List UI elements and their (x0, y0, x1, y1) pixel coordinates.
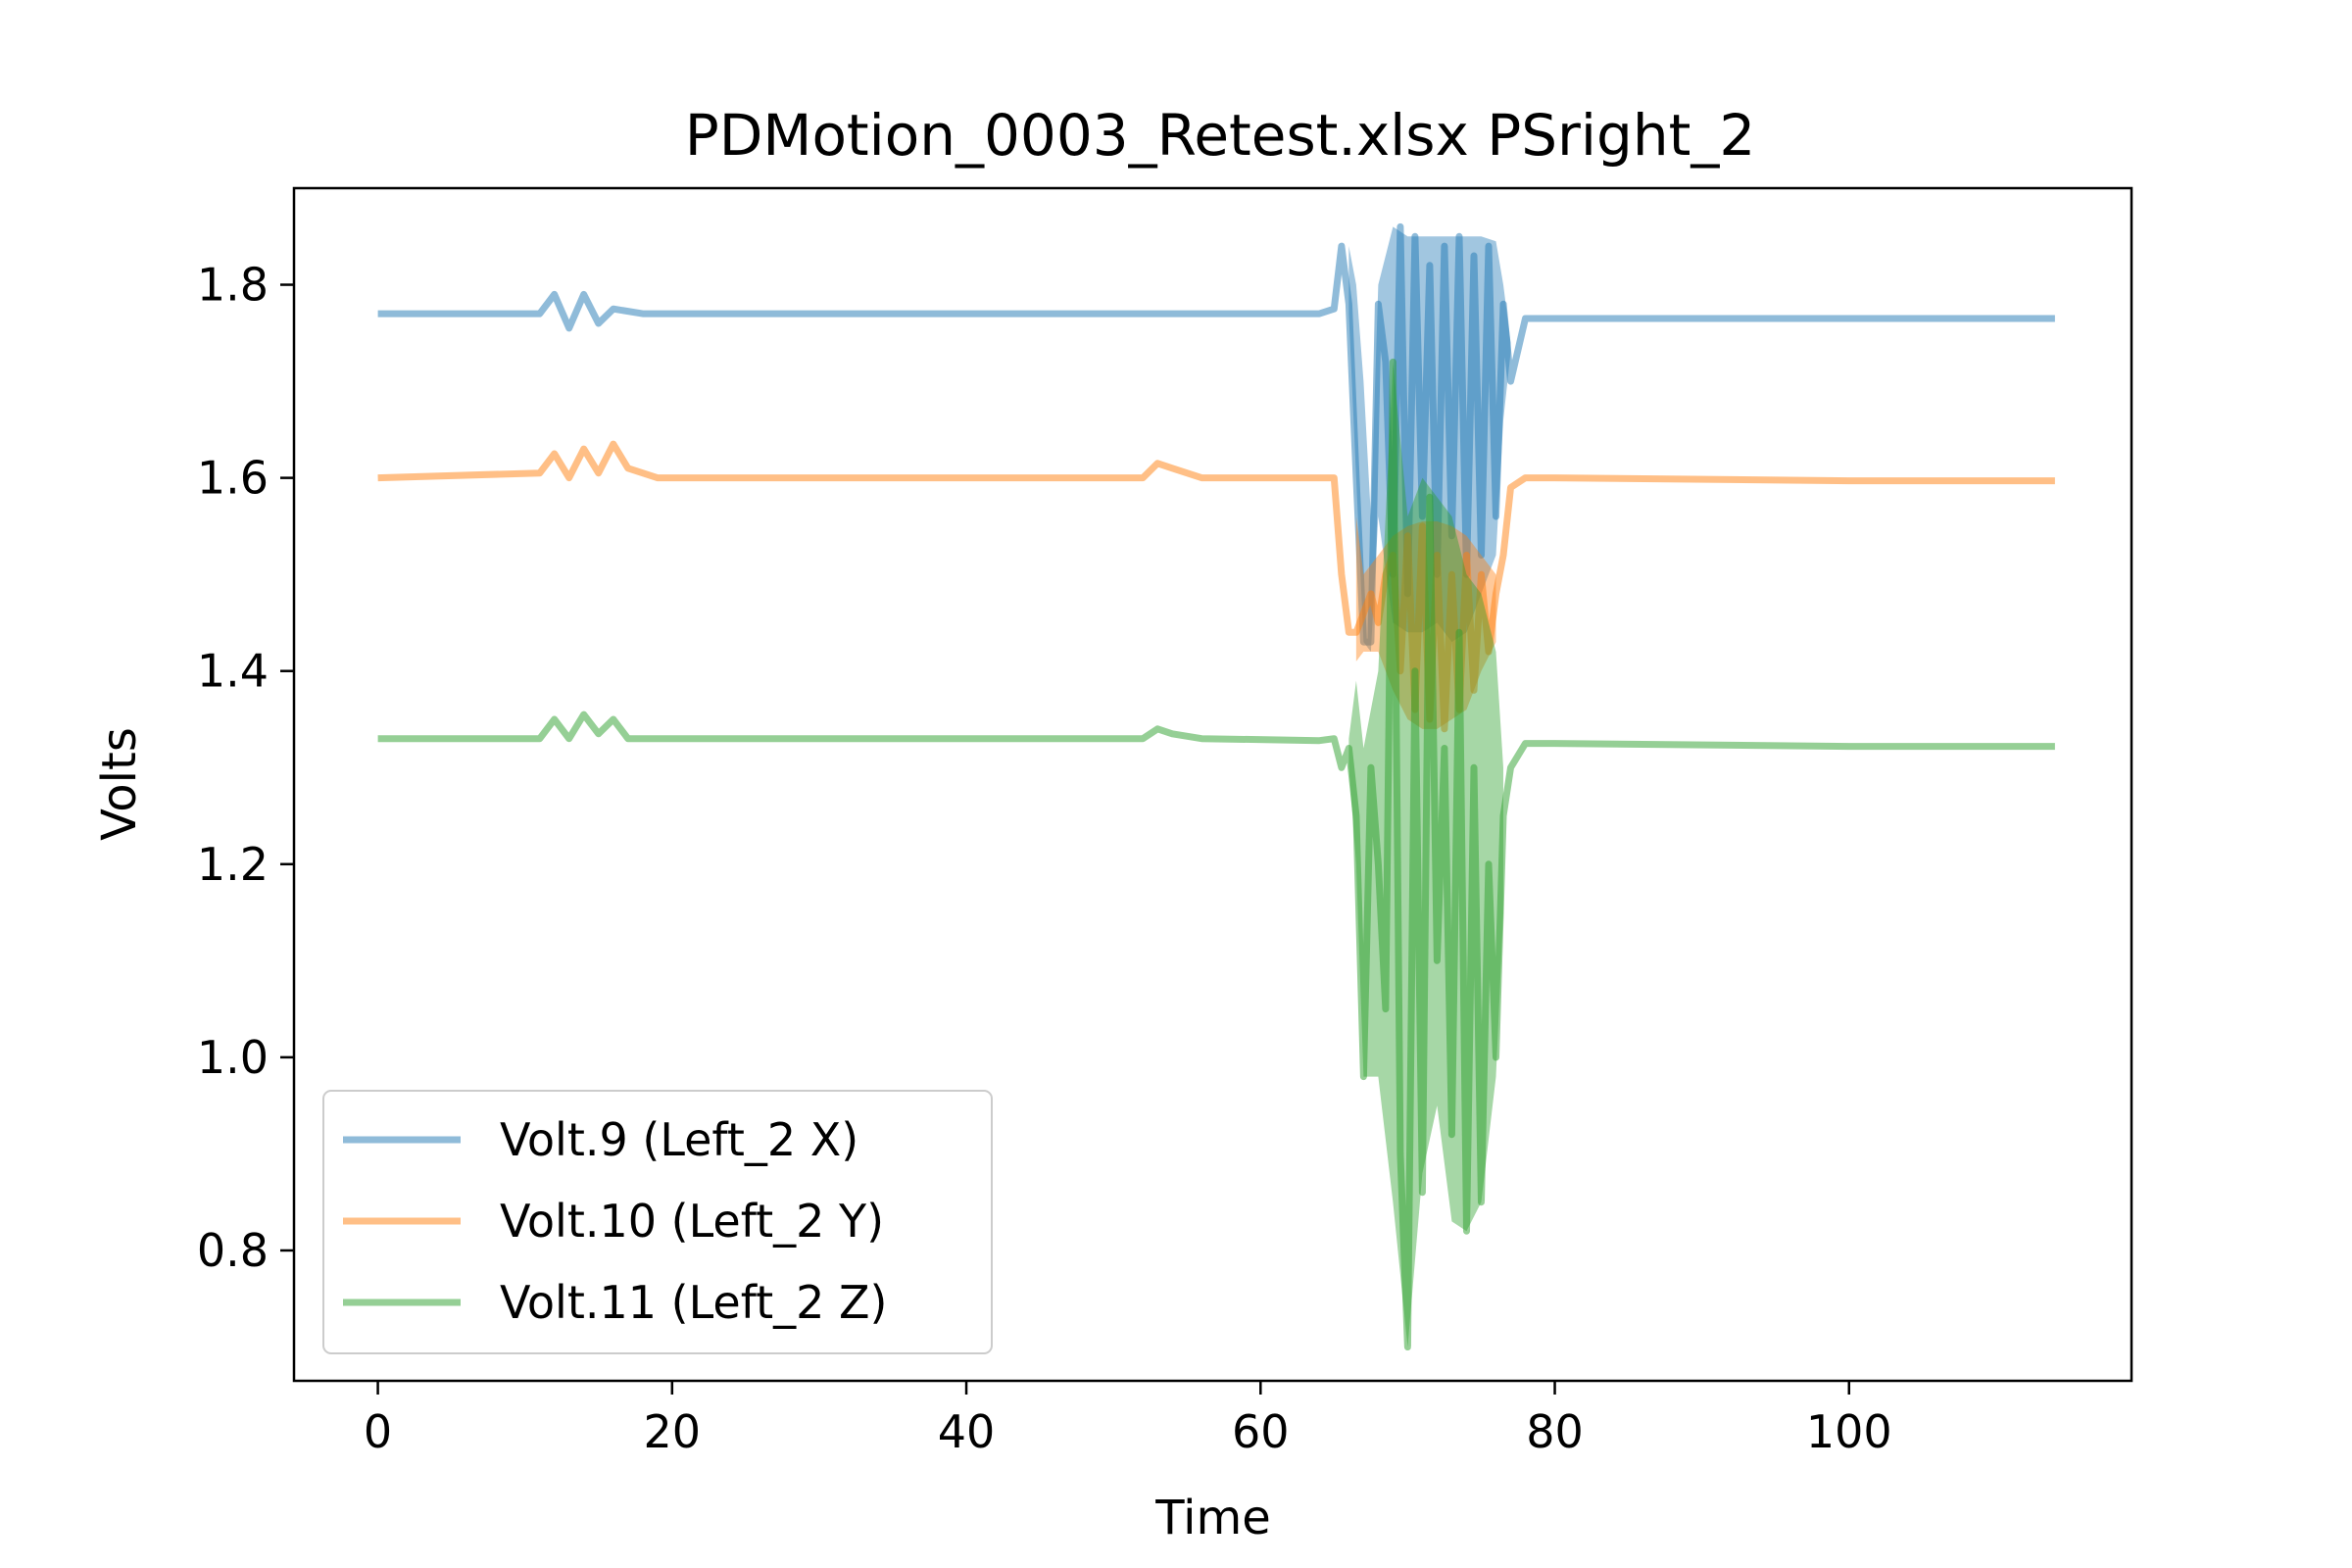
series-3 (377, 358, 2055, 1350)
x-tick-label: 0 (364, 1405, 392, 1458)
plot-frame (292, 186, 2133, 1383)
x-tick-label: 100 (1806, 1405, 1892, 1458)
legend: Volt.9 (Left_2 X) Volt.10 (Left_2 Y) Volt.… (322, 1090, 993, 1354)
y-axis: 0.8 1.0 1.2 1.4 1.6 1.8 (197, 259, 294, 1277)
y-tick-label: 1.0 (197, 1031, 269, 1084)
x-tick-label: 80 (1526, 1405, 1584, 1458)
chart-title: PDMotion_0003_Retest.xlsx PSright_2 (685, 102, 1755, 169)
y-tick-label: 1.8 (197, 259, 269, 312)
y-tick-label: 1.4 (197, 645, 269, 698)
legend-box (322, 1090, 993, 1354)
x-tick-label: 20 (644, 1405, 702, 1458)
x-tick-label: 40 (938, 1405, 996, 1458)
legend-label-1: Volt.9 (Left_2 X) (500, 1113, 858, 1166)
y-axis-label: Volts (92, 727, 147, 841)
series-2 (377, 440, 2055, 733)
series-3-line (377, 358, 2055, 1350)
series-layer (377, 222, 2055, 1350)
series-1-line (377, 222, 2055, 646)
y-tick-label: 1.2 (197, 838, 269, 891)
y-tick-label: 1.6 (197, 452, 269, 505)
series-2-line (377, 440, 2055, 733)
series-1 (377, 222, 2055, 653)
legend-label-2: Volt.10 (Left_2 Y) (500, 1195, 884, 1248)
y-tick-label: 0.8 (197, 1224, 269, 1277)
x-tick-label: 60 (1232, 1405, 1290, 1458)
x-axis-label: Time (1154, 1491, 1270, 1545)
x-axis: 0 20 40 60 80 100 (364, 1381, 1892, 1458)
legend-label-3: Volt.11 (Left_2 Z) (500, 1276, 887, 1329)
